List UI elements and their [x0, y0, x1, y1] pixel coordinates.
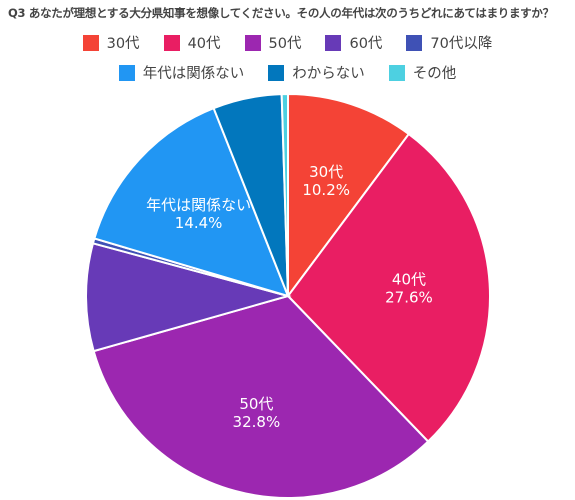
legend-swatch — [244, 34, 261, 51]
pie-slice-0[interactable] — [287, 92, 411, 300]
legend-label: 40代 — [187, 36, 221, 52]
pie-slice-1[interactable] — [286, 132, 491, 443]
legend-label: 30代 — [106, 36, 140, 52]
legend-swatch — [163, 34, 180, 51]
pie-slice-2[interactable] — [92, 294, 430, 499]
pie-slice-5[interactable] — [93, 106, 290, 298]
slice-data-label-1: 40代 27.6% — [385, 270, 433, 306]
legend-swatch — [118, 64, 135, 81]
legend-swatch — [388, 64, 405, 81]
legend-item-50s[interactable]: 50代 — [244, 32, 302, 53]
chart-title: Q3 あなたが理想とする大分県知事を想像してください。その人の年代は次のうちどれ… — [8, 6, 554, 20]
legend-item-30s[interactable]: 30代 — [82, 32, 140, 53]
legend-label: 60代 — [349, 36, 383, 52]
pie-slice-7[interactable] — [280, 92, 289, 297]
legend-item-age-irrelevant[interactable]: 年代は関係ない — [118, 62, 245, 83]
legend-label: その他 — [412, 66, 457, 82]
legend-item-dont-know[interactable]: わからない — [268, 62, 365, 83]
legend-item-60s[interactable]: 60代 — [325, 32, 382, 53]
legend-row-2: 年代は関係ない わからない その他 — [0, 62, 575, 83]
legend-label: わからない — [292, 66, 365, 82]
legend-swatch — [406, 34, 423, 51]
legend-label: 50代 — [268, 36, 302, 52]
slice-data-label-2: 50代 32.8% — [233, 395, 281, 431]
legend-swatch — [325, 34, 342, 51]
slice-data-label-5: 年代は関係ない 14.4% — [146, 196, 251, 232]
legend-item-40s[interactable]: 40代 — [163, 32, 221, 53]
legend-item-70s-plus[interactable]: 70代以降 — [406, 32, 492, 53]
legend-row-1: 30代 40代 50代 60代 70代以降 — [0, 32, 575, 53]
pie-slice-3[interactable] — [85, 242, 292, 353]
legend: 30代 40代 50代 60代 70代以降 年代は関係ない — [0, 32, 575, 92]
legend-swatch — [82, 34, 99, 51]
legend-swatch — [268, 64, 285, 81]
legend-label: 年代は関係ない — [142, 66, 245, 82]
legend-label: 70代以降 — [430, 36, 493, 52]
slice-data-label-0: 30代 10.2% — [302, 163, 350, 199]
legend-item-other[interactable]: その他 — [388, 62, 457, 83]
